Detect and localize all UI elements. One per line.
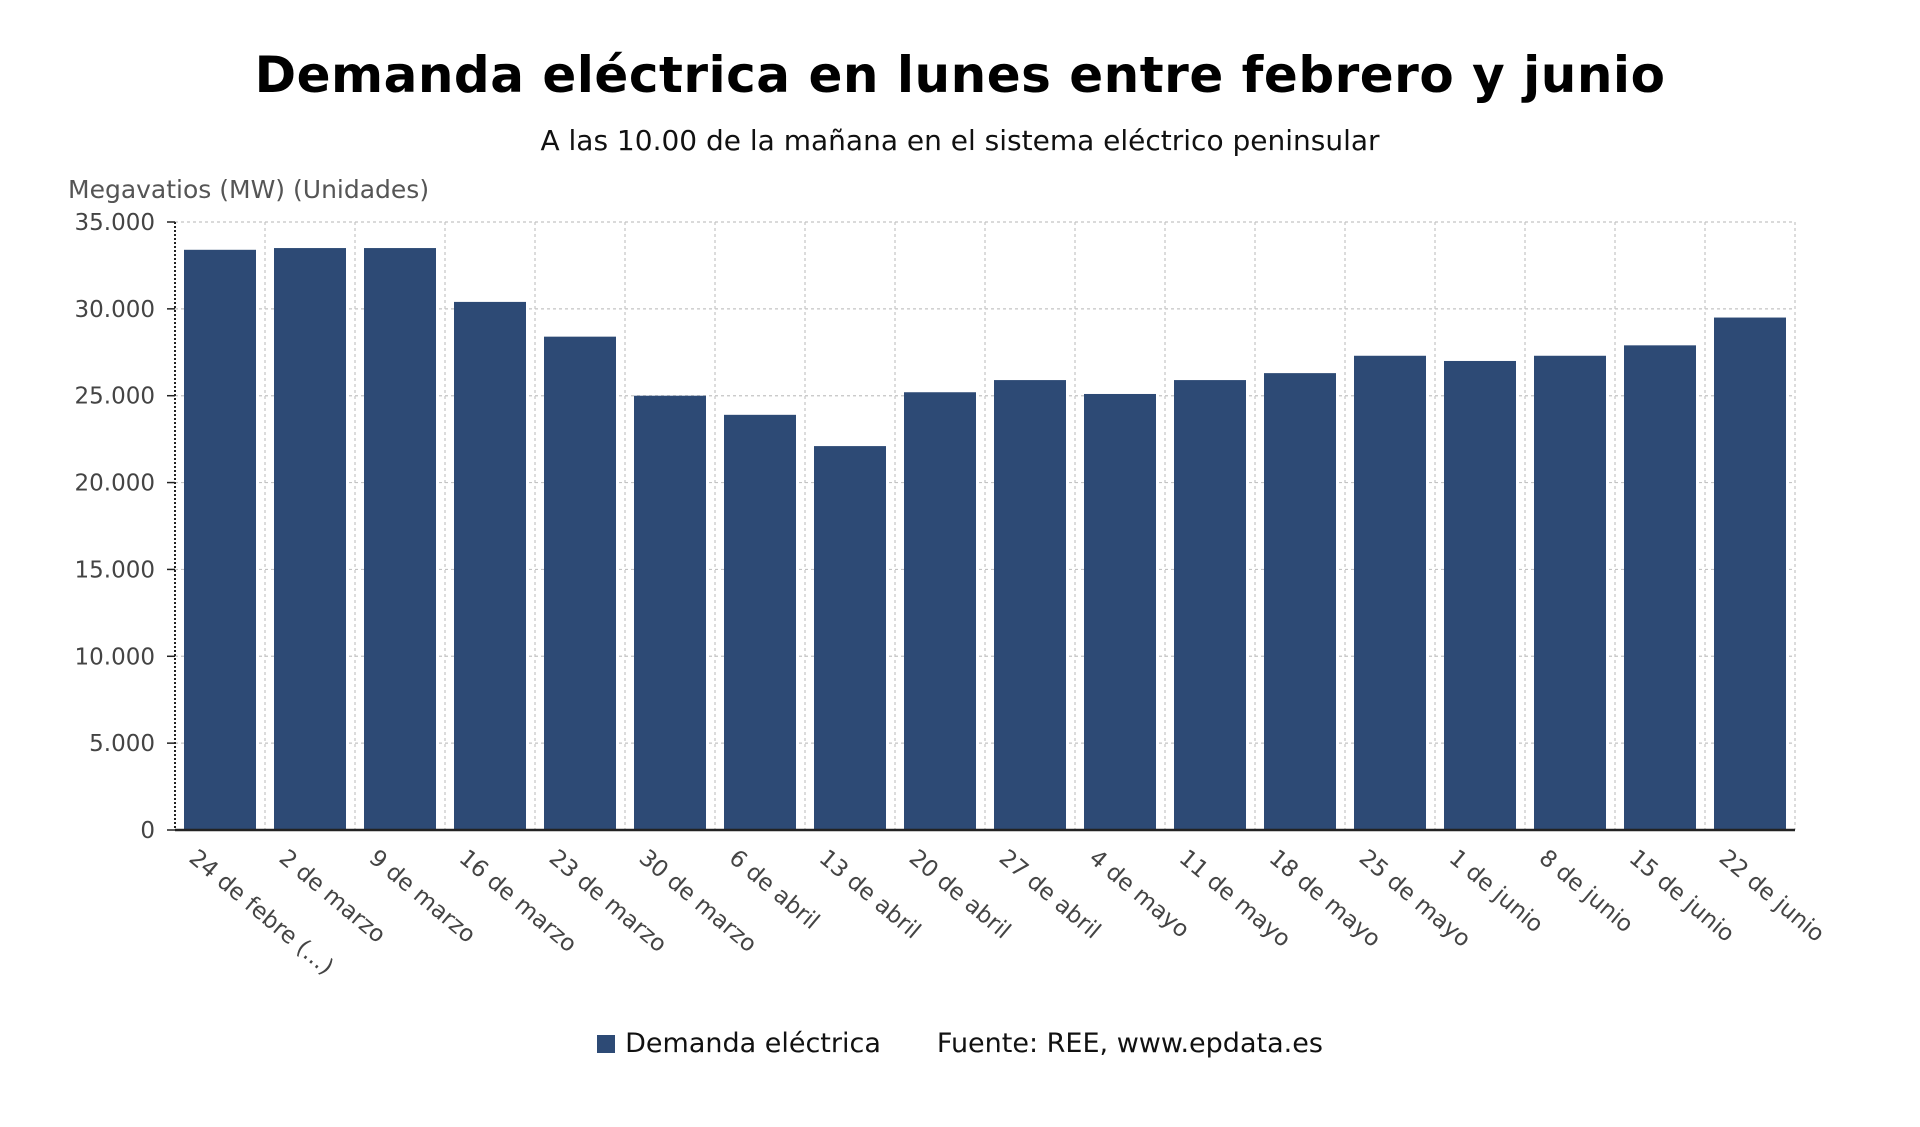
bar (904, 392, 976, 830)
bar (1354, 355, 1426, 830)
y-tick-label: 20.000 (75, 471, 155, 497)
bar (1624, 345, 1696, 830)
y-tick-label: 5.000 (89, 731, 155, 757)
legend: Demanda eléctrica Fuente: REE, www.epdat… (0, 1028, 1920, 1059)
bar (1084, 393, 1156, 830)
bar (634, 395, 706, 830)
bar (1714, 317, 1786, 830)
bar (724, 414, 796, 830)
y-axis-label: Megavatios (MW) (Unidades) (68, 175, 429, 204)
bar (454, 301, 526, 830)
y-tick-label: 30.000 (75, 297, 155, 323)
bars (184, 248, 1786, 831)
x-tick-label: 8 de junio (1534, 845, 1638, 938)
y-tick-label: 35.000 (75, 210, 155, 236)
bar (364, 248, 436, 831)
bar (184, 249, 256, 830)
source-note: Fuente: REE, www.epdata.es (936, 1028, 1323, 1059)
y-tick-label: 25.000 (75, 384, 155, 410)
bar (1264, 373, 1336, 830)
bar (1174, 380, 1246, 830)
chart-subtitle: A las 10.00 de la mañana en el sistema e… (540, 124, 1380, 157)
legend-swatch (597, 1034, 616, 1053)
y-tick-label: 0 (140, 818, 155, 844)
bar (1444, 360, 1516, 830)
y-tick-label: 10.000 (75, 644, 155, 670)
bar (1534, 355, 1606, 830)
legend-label: Demanda eléctrica (625, 1028, 881, 1059)
grid-lines (175, 221, 1796, 830)
bar (994, 380, 1066, 830)
axes (174, 222, 1795, 832)
bar (814, 446, 886, 830)
chart-title: Demanda eléctrica en lunes entre febrero… (254, 46, 1666, 104)
bar (274, 248, 346, 831)
y-tick-label: 15.000 (75, 557, 155, 583)
bar (544, 336, 616, 830)
y-tick-labels: 0 5.000 10.000 15.000 20.000 25.000 30.000 35.0… (75, 210, 175, 844)
